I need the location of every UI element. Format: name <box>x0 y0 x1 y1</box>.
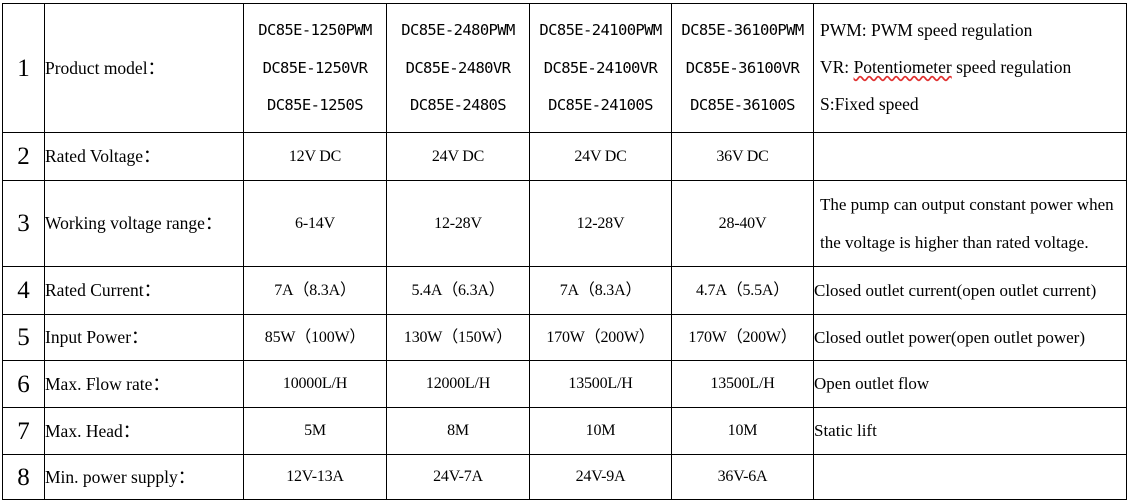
model-line: DC85E-36100VR <box>685 58 800 77</box>
model-line: DC85E-24100S <box>548 96 653 115</box>
row-value-col2: DC85E-2480PWM DC85E-2480VR DC85E-2480S <box>386 3 530 133</box>
model-line: DC85E-24100PWM <box>539 21 662 40</box>
table-row: 7 Max. Head： 5M 8M 10M 10M Static lift <box>2 407 1127 455</box>
row-index: 5 <box>2 314 45 361</box>
row-value-col4: 36V-6A <box>671 454 814 500</box>
row-index: 3 <box>2 180 45 267</box>
row-remark: The pump can output constant power when … <box>813 180 1127 267</box>
model-line: DC85E-1250PWM <box>258 21 372 40</box>
legend-vr-prefix: VR: <box>820 57 854 78</box>
model-line: DC85E-24100VR <box>543 58 658 77</box>
spellcheck-word: Potentiometer <box>853 57 952 78</box>
row-remark: PWM: PWM speed regulation VR: Potentiome… <box>813 3 1127 133</box>
row-value-col1: 6-14V <box>243 180 387 267</box>
row-label: Input Power： <box>44 314 244 361</box>
row-value-col1: 7A（8.3A） <box>243 266 387 315</box>
model-line: DC85E-2480VR <box>405 58 511 77</box>
row-label: Working voltage range： <box>44 180 244 267</box>
model-line: DC85E-1250S <box>266 96 364 115</box>
row-label: Rated Voltage： <box>44 132 244 181</box>
row-value-col2: 5.4A（6.3A） <box>386 266 530 315</box>
row-index: 6 <box>2 360 45 408</box>
row-value-col1: 5M <box>243 407 387 455</box>
row-label: Max. Head： <box>44 407 244 455</box>
row-remark: Static lift <box>813 407 1127 455</box>
row-label: Max. Flow rate： <box>44 360 244 408</box>
row-index: 4 <box>2 266 45 315</box>
model-line: DC85E-36100PWM <box>681 21 804 40</box>
table-row: 4 Rated Current： 7A（8.3A） 5.4A（6.3A） 7A（… <box>2 266 1127 315</box>
model-line: DC85E-2480S <box>409 96 507 115</box>
remark-line: the voltage is higher than rated voltage… <box>820 232 1089 252</box>
row-value-col4: 10M <box>671 407 814 455</box>
row-index: 1 <box>2 3 45 133</box>
row-value-col3: 13500L/H <box>529 360 672 408</box>
row-value-col4: 28-40V <box>671 180 814 267</box>
table-row: 5 Input Power： 85W（100W） 130W（150W） 170W… <box>2 314 1127 361</box>
row-label: Product model： <box>44 3 244 133</box>
legend-line-s: S:Fixed speed <box>820 94 919 115</box>
row-value-col3: 24V-9A <box>529 454 672 500</box>
row-remark: Open outlet flow <box>813 360 1127 408</box>
row-value-col1: 10000L/H <box>243 360 387 408</box>
row-value-col2: 12-28V <box>386 180 530 267</box>
row-value-col2: 24V DC <box>386 132 530 181</box>
row-value-col2: 12000L/H <box>386 360 530 408</box>
row-index: 8 <box>2 454 45 500</box>
row-label: Rated Current： <box>44 266 244 315</box>
row-value-col2: 8M <box>386 407 530 455</box>
row-value-col3: 10M <box>529 407 672 455</box>
row-index: 2 <box>2 132 45 181</box>
row-value-col4: 13500L/H <box>671 360 814 408</box>
model-line: DC85E-36100S <box>690 96 795 115</box>
row-remark <box>813 454 1127 500</box>
remark-line: The pump can output constant power when <box>820 194 1114 214</box>
legend-line-vr: VR: Potentiometer speed regulation <box>820 57 1071 79</box>
table-row: 6 Max. Flow rate： 10000L/H 12000L/H 1350… <box>2 360 1127 408</box>
row-value-col4: 4.7A（5.5A） <box>671 266 814 315</box>
row-value-col4: DC85E-36100PWM DC85E-36100VR DC85E-36100… <box>671 3 814 133</box>
table-row: 2 Rated Voltage： 12V DC 24V DC 24V DC 36… <box>2 132 1127 181</box>
legend-line-pwm: PWM: PWM speed regulation <box>820 19 1033 40</box>
specification-sheet: 1 Product model： DC85E-1250PWM DC85E-125… <box>2 3 1127 501</box>
model-line: DC85E-2480PWM <box>401 21 515 40</box>
row-value-col2: 24V-7A <box>386 454 530 500</box>
row-value-col3: DC85E-24100PWM DC85E-24100VR DC85E-24100… <box>529 3 672 133</box>
row-remark: Closed outlet current(open outlet curren… <box>813 266 1127 315</box>
row-index: 7 <box>2 407 45 455</box>
row-value-col1: 85W（100W） <box>243 314 387 361</box>
row-value-col4: 170W（200W） <box>671 314 814 361</box>
row-label: Min. power supply： <box>44 454 244 500</box>
row-value-col3: 170W（200W） <box>529 314 672 361</box>
specification-table: 1 Product model： DC85E-1250PWM DC85E-125… <box>2 3 1127 500</box>
table-row: 3 Working voltage range： 6-14V 12-28V 12… <box>2 180 1127 267</box>
row-value-col4: 36V DC <box>671 132 814 181</box>
model-line: DC85E-1250VR <box>262 58 368 77</box>
legend-vr-suffix: speed regulation <box>951 57 1072 78</box>
row-value-col1: DC85E-1250PWM DC85E-1250VR DC85E-1250S <box>243 3 387 133</box>
table-row: 8 Min. power supply： 12V-13A 24V-7A 24V-… <box>2 454 1127 500</box>
row-value-col3: 7A（8.3A） <box>529 266 672 315</box>
row-value-col2: 130W（150W） <box>386 314 530 361</box>
row-value-col1: 12V DC <box>243 132 387 181</box>
row-remark: Closed outlet power(open outlet power) <box>813 314 1127 361</box>
table-row: 1 Product model： DC85E-1250PWM DC85E-125… <box>2 3 1127 133</box>
row-remark <box>813 132 1127 181</box>
row-value-col3: 24V DC <box>529 132 672 181</box>
row-value-col1: 12V-13A <box>243 454 387 500</box>
row-value-col3: 12-28V <box>529 180 672 267</box>
